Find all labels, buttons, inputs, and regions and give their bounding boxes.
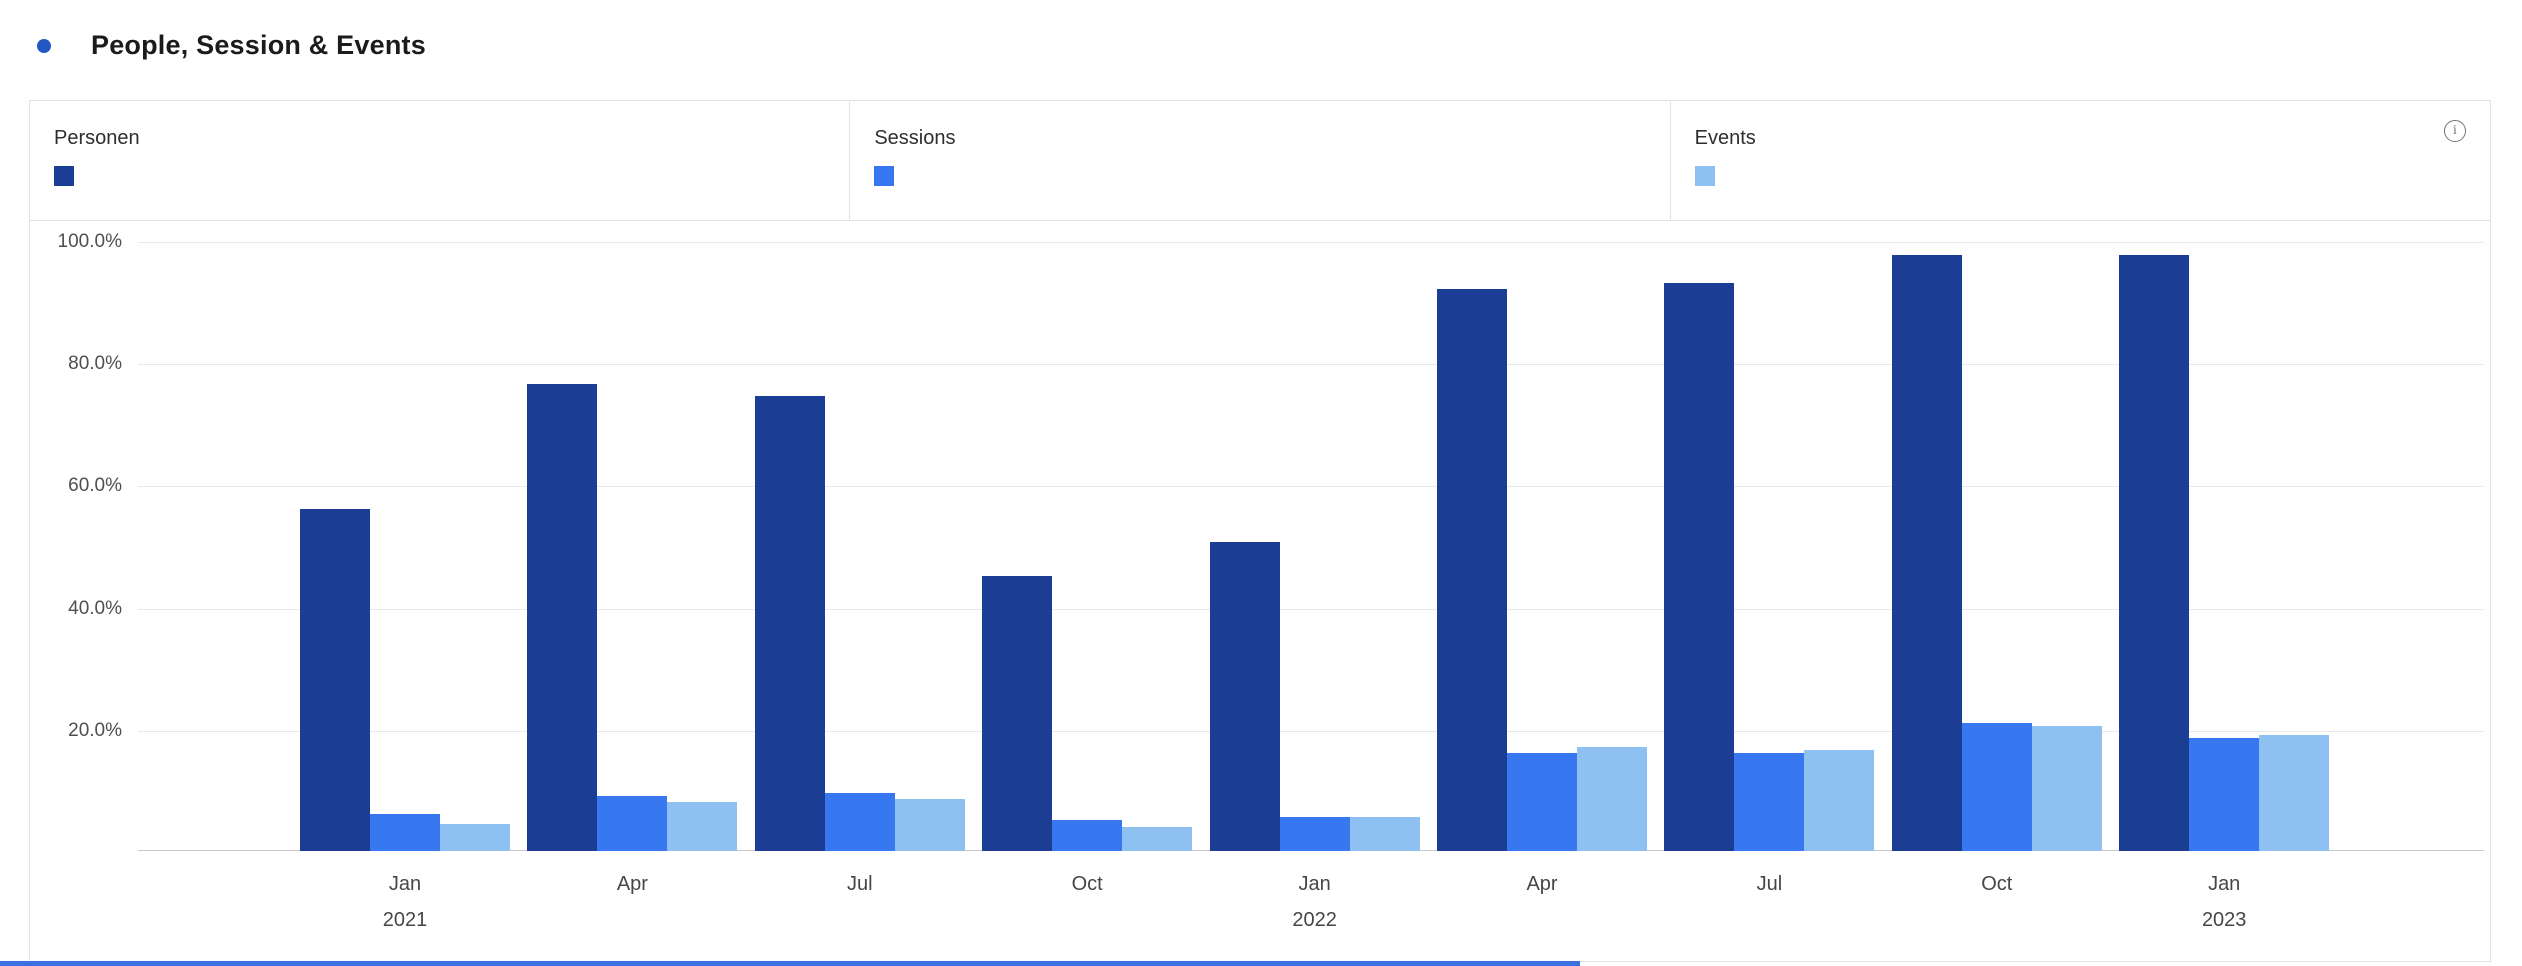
- bar-group: [1437, 288, 1647, 851]
- bar-sessions[interactable]: [1507, 753, 1577, 851]
- gridline: [138, 608, 2484, 610]
- x-tick-month: Oct: [1981, 873, 2013, 895]
- y-axis-label: 40.0%: [68, 597, 122, 619]
- info-icon[interactable]: i: [2444, 120, 2466, 142]
- bar-sessions[interactable]: [824, 792, 895, 851]
- gridline: [138, 242, 2484, 243]
- y-axis-label: 60.0%: [68, 475, 122, 497]
- bar-personen[interactable]: [1664, 282, 1735, 851]
- legend-swatch-events: [1694, 166, 1715, 186]
- x-tick-year: 2021: [382, 909, 428, 931]
- bar-sessions[interactable]: [370, 814, 440, 851]
- next-panel-bar-fragment: [0, 961, 1580, 966]
- bar-personen[interactable]: [527, 383, 598, 851]
- x-tick-month: Oct: [1071, 873, 1103, 895]
- chart-panel: Personen Sessions Events i 100.0% 80.0% 60…: [29, 100, 2491, 962]
- legend-item-events[interactable]: Events: [1669, 101, 2490, 220]
- bar-group: [1891, 255, 2102, 851]
- bar-sessions[interactable]: [1052, 820, 1123, 851]
- panel-bullet-icon: [37, 38, 51, 53]
- x-axis-tick: Apr: [552, 873, 712, 896]
- bar-personen[interactable]: [982, 576, 1053, 851]
- x-tick-month: Jul: [1756, 873, 1783, 895]
- bar-personen[interactable]: [300, 508, 370, 851]
- panel-header: People, Session & Events: [37, 30, 426, 61]
- bar-sessions[interactable]: [1279, 817, 1350, 851]
- x-axis-tick: Oct: [1007, 873, 1167, 896]
- x-tick-year: 2022: [1292, 909, 1337, 931]
- bar-events[interactable]: [1349, 817, 1420, 851]
- x-axis-tick: Apr: [1462, 873, 1622, 896]
- legend: Personen Sessions Events i: [30, 101, 2490, 221]
- bar-events[interactable]: [1122, 826, 1193, 851]
- plot-area: [138, 242, 2484, 851]
- bar-events[interactable]: [667, 802, 738, 851]
- y-axis-label: 100.0%: [57, 231, 122, 252]
- bar-personen[interactable]: [2119, 255, 2190, 851]
- bar-group: [982, 576, 1193, 851]
- bar-events[interactable]: [440, 823, 510, 851]
- bar-personen[interactable]: [1209, 542, 1280, 851]
- page-title: People, Session & Events: [91, 30, 426, 60]
- bar-group: [2119, 255, 2330, 851]
- gridline: [138, 486, 2484, 488]
- x-axis-tick: Jan 2023: [2144, 873, 2304, 932]
- chart-area: 100.0% 80.0% 60.0% 40.0% 20.0% Jan 2021 Apr Jul O…: [30, 221, 2490, 961]
- legend-label-personen: Personen: [54, 127, 140, 149]
- bar-events[interactable]: [894, 799, 965, 851]
- legend-label-events: Events: [1694, 127, 1756, 149]
- x-tick-year: 2023: [2201, 909, 2247, 931]
- bar-group: [527, 383, 738, 851]
- bar-events[interactable]: [1804, 750, 1875, 851]
- x-tick-month: Jan: [2208, 873, 2241, 895]
- bar-sessions[interactable]: [2189, 737, 2260, 851]
- bar-group: [754, 395, 965, 851]
- bar-group: [1209, 542, 1420, 851]
- legend-label-sessions: Sessions: [874, 127, 956, 149]
- x-tick-month: Jul: [847, 873, 873, 895]
- legend-item-sessions[interactable]: Sessions: [849, 101, 1669, 220]
- gridline: [138, 730, 2484, 732]
- bar-events[interactable]: [2259, 734, 2330, 851]
- y-axis-label: 80.0%: [68, 353, 122, 375]
- bar-sessions[interactable]: [597, 796, 668, 851]
- x-axis-tick: Jan 2021: [325, 873, 485, 932]
- x-axis-tick: Jan 2022: [1235, 873, 1395, 932]
- x-axis-tick: Jul: [780, 873, 940, 896]
- bar-group: [300, 508, 510, 851]
- x-tick-month: Apr: [1526, 873, 1558, 895]
- bar-sessions[interactable]: [1961, 722, 2032, 851]
- gridline: [138, 364, 2484, 366]
- legend-item-personen[interactable]: Personen: [30, 101, 849, 220]
- legend-swatch-sessions: [874, 166, 895, 186]
- bar-group: [1664, 282, 1875, 851]
- x-axis-tick: Jul: [1689, 873, 1849, 896]
- x-tick-month: Jan: [1298, 873, 1331, 895]
- x-tick-month: Apr: [616, 873, 648, 895]
- legend-swatch-personen: [54, 166, 74, 186]
- x-axis-tick: Oct: [1917, 873, 2077, 896]
- bar-events[interactable]: [1577, 747, 1647, 851]
- x-tick-month: Jan: [388, 873, 422, 895]
- bar-personen[interactable]: [754, 395, 825, 851]
- bar-sessions[interactable]: [1734, 753, 1805, 851]
- y-axis-label: 20.0%: [68, 719, 122, 741]
- bar-personen[interactable]: [1891, 255, 1962, 851]
- bar-events[interactable]: [2031, 725, 2102, 851]
- bar-personen[interactable]: [1437, 288, 1507, 851]
